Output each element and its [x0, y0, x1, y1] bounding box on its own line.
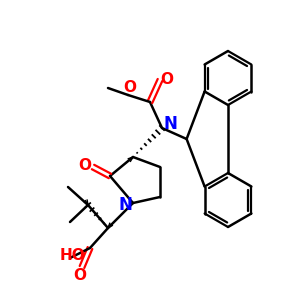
Text: O: O	[79, 158, 92, 173]
Text: HO: HO	[60, 248, 86, 262]
Text: O: O	[74, 268, 86, 283]
Text: O: O	[160, 71, 173, 86]
Text: N: N	[118, 196, 132, 214]
Text: O: O	[124, 80, 136, 94]
Text: N: N	[163, 115, 177, 133]
